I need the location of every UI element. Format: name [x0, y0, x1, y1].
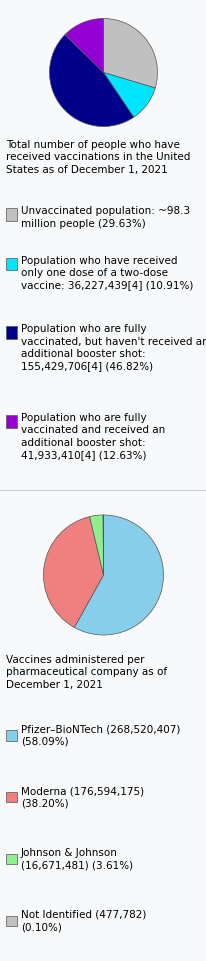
Wedge shape: [89, 515, 103, 575]
Text: Vaccines administered per
pharmaceutical company as of
December 1, 2021: Vaccines administered per pharmaceutical…: [6, 655, 166, 690]
Text: Moderna (176,594,175)
(38.20%): Moderna (176,594,175) (38.20%): [21, 786, 143, 808]
FancyBboxPatch shape: [6, 327, 17, 339]
FancyBboxPatch shape: [6, 853, 17, 864]
FancyBboxPatch shape: [6, 209, 17, 221]
Text: Johnson & Johnson
(16,671,481) (3.61%): Johnson & Johnson (16,671,481) (3.61%): [21, 848, 132, 871]
Wedge shape: [43, 517, 103, 628]
Wedge shape: [49, 35, 133, 127]
Text: Total number of people who have
received vaccinations in the United
States as of: Total number of people who have received…: [6, 140, 190, 175]
Wedge shape: [65, 18, 103, 72]
FancyBboxPatch shape: [6, 415, 17, 428]
Text: Population who have received
only one dose of a two-dose
vaccine: 36,227,439[4] : Population who have received only one do…: [21, 256, 192, 290]
Text: Pfizer–BioNTech (268,520,407)
(58.09%): Pfizer–BioNTech (268,520,407) (58.09%): [21, 725, 179, 747]
Wedge shape: [74, 515, 163, 635]
Wedge shape: [103, 18, 157, 88]
FancyBboxPatch shape: [6, 258, 17, 270]
Wedge shape: [103, 72, 154, 117]
Text: Not Identified (477,782)
(0.10%): Not Identified (477,782) (0.10%): [21, 910, 145, 932]
Text: Unvaccinated population: ~98.3
million people (29.63%): Unvaccinated population: ~98.3 million p…: [21, 207, 189, 229]
FancyBboxPatch shape: [6, 792, 17, 802]
Text: Population who are fully
vaccinated, but haven't received an
additional booster : Population who are fully vaccinated, but…: [21, 325, 206, 372]
FancyBboxPatch shape: [6, 916, 17, 926]
FancyBboxPatch shape: [6, 730, 17, 741]
Text: Population who are fully
vaccinated and received an
additional booster shot:
41,: Population who are fully vaccinated and …: [21, 413, 164, 460]
